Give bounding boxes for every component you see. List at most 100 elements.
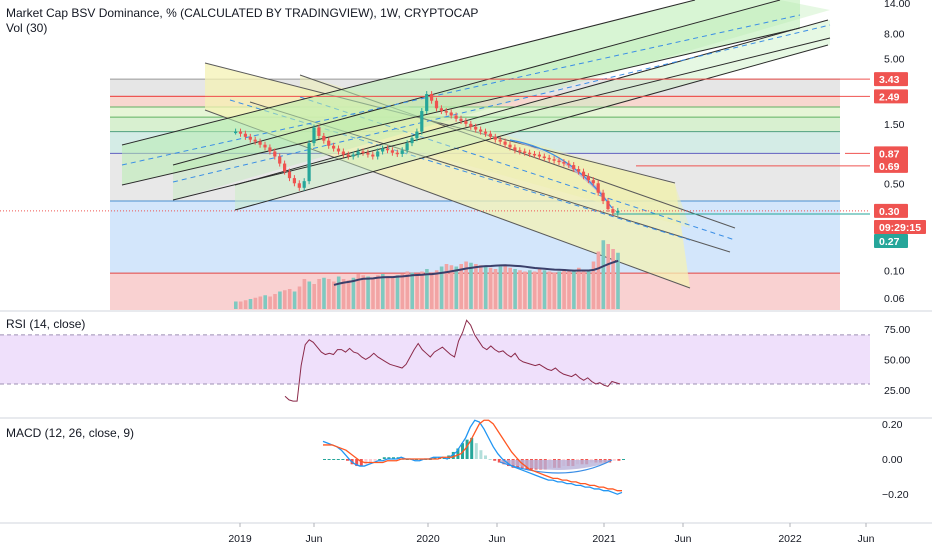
volume-bar — [591, 261, 596, 309]
candle-body — [479, 129, 483, 132]
macd-histogram-bar — [474, 443, 478, 459]
volume-bar — [287, 289, 292, 309]
volume-bar — [483, 266, 488, 309]
candle-body — [258, 141, 262, 145]
price-badge-label: 2.49 — [879, 91, 900, 103]
price-badge-label: 0.27 — [879, 236, 900, 248]
candle-body — [307, 143, 311, 182]
candle-body — [493, 136, 497, 140]
time-tick-label: 2020 — [416, 533, 440, 545]
volume-bar — [577, 267, 581, 309]
candle-body — [449, 112, 453, 116]
volume-bar — [415, 274, 419, 309]
candle-body — [376, 151, 380, 157]
volume-ma-line — [333, 259, 619, 286]
price-tick-label: 8.00 — [884, 28, 905, 40]
volume-bar — [381, 274, 385, 309]
macd-histogram-bar — [387, 457, 391, 459]
volume-bar — [552, 272, 557, 309]
volume-bar — [317, 279, 321, 309]
rsi-line — [284, 319, 621, 402]
volume-bar — [498, 266, 503, 309]
candle-body — [469, 123, 473, 127]
time-tick-label: Jun — [489, 533, 506, 545]
volume-bar — [479, 265, 483, 309]
volume-bar — [234, 301, 238, 309]
macd-histogram-bar — [359, 459, 363, 467]
candle-body — [248, 136, 252, 140]
volume-bar — [278, 291, 282, 309]
zone-green-light — [110, 106, 840, 118]
candle-body — [439, 108, 443, 112]
candle-body — [581, 171, 586, 177]
candle-body — [528, 152, 532, 155]
volume-bar — [439, 266, 444, 309]
volume-bar — [376, 275, 380, 309]
candle-body — [283, 163, 287, 172]
candle-body — [234, 131, 238, 134]
price-badge-label: 0.69 — [879, 161, 900, 173]
candle-body — [596, 183, 600, 193]
price-badge — [874, 234, 908, 248]
volume-bar — [596, 251, 601, 309]
macd-histogram-bar — [470, 437, 474, 459]
volume-bar — [258, 296, 263, 309]
volume-bar — [459, 264, 463, 309]
rsi-tick-label: 75.00 — [884, 324, 910, 336]
volume-bar — [346, 280, 351, 309]
macd-histogram-bar — [373, 459, 377, 461]
macd-label: MACD (12, 26, close, 9) — [6, 426, 135, 440]
channel-green-inner — [235, 20, 830, 210]
volume-bar — [405, 271, 410, 309]
macd-histogram-bar — [488, 459, 492, 460]
candle-body — [503, 141, 507, 145]
volume-bar — [572, 271, 576, 309]
candle-body — [425, 94, 429, 112]
volume-bar — [273, 294, 277, 309]
price-badge — [874, 146, 908, 161]
volume-bar — [518, 270, 522, 309]
volume-bar — [400, 274, 405, 309]
volume-bar — [557, 271, 561, 309]
candle-body — [410, 138, 414, 144]
candle-body — [292, 178, 296, 184]
macd-histogram-bar — [336, 459, 340, 460]
candle-body — [508, 144, 512, 148]
time-tick-label: Jun — [675, 533, 692, 545]
candle-body — [297, 183, 301, 188]
rsi-tick-label: 25.00 — [884, 385, 910, 397]
volume-bar — [332, 281, 336, 309]
volume-bar — [488, 267, 493, 309]
candle-body — [606, 201, 610, 210]
volume-bar — [508, 267, 512, 309]
channel-line — [121, 0, 696, 146]
price-badge-label: 0.30 — [879, 206, 900, 218]
candle-body — [557, 160, 561, 163]
volume-bar — [297, 286, 302, 309]
volume-bar — [420, 271, 424, 309]
candle-body — [405, 143, 409, 151]
candle-body — [356, 151, 360, 155]
candle-body — [434, 100, 439, 109]
price-badge — [874, 89, 908, 104]
candle-body — [518, 150, 522, 152]
channel-line — [172, 0, 781, 166]
candle-body — [385, 148, 390, 151]
candle-body — [523, 151, 527, 153]
channel-line — [234, 19, 829, 186]
candle-body — [586, 176, 590, 181]
candle-body — [611, 209, 615, 213]
volume-bar — [341, 279, 346, 309]
macd-histogram-bar — [341, 459, 345, 460]
channel-midline — [172, 24, 831, 183]
volume-bar — [302, 279, 307, 309]
price-tick-label: 0.50 — [884, 178, 905, 190]
candle-body — [488, 133, 492, 137]
candle-body — [532, 153, 537, 156]
time-tick-label: Jun — [306, 533, 323, 545]
macd-histogram-bar — [364, 459, 368, 465]
candle-body — [381, 148, 385, 152]
volume-bar — [410, 272, 414, 309]
candle-body — [268, 147, 272, 152]
